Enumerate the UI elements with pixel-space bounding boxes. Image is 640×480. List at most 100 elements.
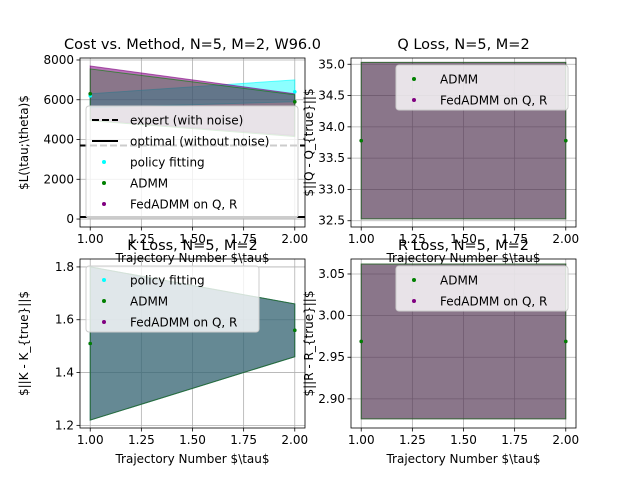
x-tick-label: 1.25 bbox=[399, 433, 426, 447]
subplot-4: 1.00 1.25 1.50 1.75 2.00 2.90 2.95 3.00 3.05 Traj… bbox=[302, 238, 579, 466]
legend-label: ADMM bbox=[130, 177, 168, 191]
legend-marker bbox=[412, 278, 416, 282]
point-admm bbox=[359, 138, 364, 143]
x-tick-label: 1.50 bbox=[450, 232, 477, 246]
y-tick-label: 33.0 bbox=[318, 182, 345, 196]
x-tick-label: 2.00 bbox=[552, 232, 579, 246]
y-axis-label: $||R - R_{true}||$ bbox=[302, 291, 316, 397]
y-tick-label: 6000 bbox=[43, 93, 74, 107]
legend-label: optimal (without noise) bbox=[130, 135, 269, 149]
point-admm bbox=[88, 91, 93, 96]
legend-item: FedADMM on Q, R bbox=[102, 316, 237, 330]
y-tick-label: 8000 bbox=[43, 53, 74, 67]
y-tick-label: 3.05 bbox=[318, 267, 345, 281]
legend: expert (with noise) optimal (without nois… bbox=[85, 105, 299, 219]
legend-label: policy fitting bbox=[130, 156, 205, 170]
legend-label: FedADMM on Q, R bbox=[440, 94, 547, 108]
y-axis-label: $||Q - Q_{true}||$ bbox=[302, 88, 316, 196]
legend-item: ADMM bbox=[412, 73, 478, 87]
legend-label: FedADMM on Q, R bbox=[130, 316, 237, 330]
x-axis-label: Trajectory Number $\tau$ bbox=[385, 452, 540, 466]
x-tick-label: 1.75 bbox=[230, 232, 257, 246]
y-tick-label: 1.4 bbox=[55, 366, 74, 380]
legend-label: policy fitting bbox=[130, 274, 205, 288]
point-admm bbox=[292, 328, 297, 333]
y-tick-label: 34.5 bbox=[318, 89, 345, 103]
x-tick-label: 1.25 bbox=[399, 232, 426, 246]
y-tick-label: 34.0 bbox=[318, 120, 345, 134]
y-tick-label: 2.95 bbox=[318, 350, 345, 364]
legend-box bbox=[395, 64, 569, 111]
legend-item: optimal (without noise) bbox=[92, 135, 269, 149]
y-tick-label: 35.0 bbox=[318, 57, 345, 71]
chart-title: R Loss, N=5, M=2 bbox=[398, 238, 529, 254]
legend-label: FedADMM on Q, R bbox=[440, 295, 547, 309]
legend-marker bbox=[102, 181, 106, 185]
chart-title: Cost vs. Method, N=5, M=2, W96.0 bbox=[64, 37, 321, 53]
point-policy-fitting bbox=[292, 90, 297, 94]
y-tick-label: 2.90 bbox=[318, 392, 345, 406]
x-tick-label: 1.25 bbox=[128, 232, 155, 246]
x-tick-label: 1.75 bbox=[501, 433, 528, 447]
y-tick-label: 4000 bbox=[43, 133, 74, 147]
legend: ADMM FedADMM on Q, R bbox=[395, 265, 569, 312]
chart-title: Q Loss, N=5, M=2 bbox=[397, 37, 529, 53]
chart-title: K Loss, N=5, M=2 bbox=[127, 238, 257, 254]
legend-item: ADMM bbox=[102, 177, 168, 191]
y-axis-label: $||K - K_{true}||$ bbox=[17, 291, 31, 396]
legend-item: FedADMM on Q, R bbox=[412, 295, 547, 309]
legend-box bbox=[85, 105, 299, 219]
legend-item: FedADMM on Q, R bbox=[412, 94, 547, 108]
x-tick-label: 1.00 bbox=[77, 433, 104, 447]
y-tick-label: 1.8 bbox=[55, 260, 74, 274]
legend-marker bbox=[102, 299, 106, 303]
x-tick-label: 1.00 bbox=[348, 433, 375, 447]
legend-item: ADMM bbox=[102, 295, 168, 309]
y-tick-label: 0 bbox=[66, 212, 74, 226]
x-tick-label: 1.75 bbox=[501, 232, 528, 246]
y-axis-label: $L(\tau;\theta)$ bbox=[17, 95, 31, 190]
legend-item: ADMM bbox=[412, 274, 478, 288]
point-admm bbox=[88, 341, 93, 346]
legend-item: FedADMM on Q, R bbox=[102, 198, 237, 212]
x-tick-label: 2.00 bbox=[281, 232, 308, 246]
x-axis-label: Trajectory Number $\tau$ bbox=[114, 251, 269, 265]
legend-item: policy fitting bbox=[102, 156, 205, 170]
legend-label: ADMM bbox=[440, 274, 478, 288]
legend-marker bbox=[102, 160, 106, 164]
legend-item: policy fitting bbox=[102, 274, 205, 288]
x-tick-label: 1.75 bbox=[230, 433, 257, 447]
legend-item: expert (with noise) bbox=[92, 114, 243, 128]
y-tick-label: 33.5 bbox=[318, 151, 345, 165]
y-tick-label: 2000 bbox=[43, 172, 74, 186]
x-axis-label: Trajectory Number $\tau$ bbox=[114, 452, 269, 466]
legend-label: FedADMM on Q, R bbox=[130, 198, 237, 212]
legend-label: expert (with noise) bbox=[130, 114, 243, 128]
y-tick-label: 1.2 bbox=[55, 418, 74, 432]
x-tick-label: 1.50 bbox=[179, 232, 206, 246]
legend-marker bbox=[102, 202, 106, 206]
legend-marker bbox=[412, 299, 416, 303]
point-admm bbox=[563, 339, 568, 344]
subplot-1: 1.00 1.25 1.50 1.75 2.00 0 2000 4000 6000 8000 Tra… bbox=[17, 37, 321, 265]
subplot-3: 1.00 1.25 1.50 1.75 2.00 1.2 1.4 1.6 1.8 Trajecto… bbox=[17, 238, 308, 466]
legend-marker bbox=[412, 77, 416, 81]
x-tick-label: 1.25 bbox=[128, 433, 155, 447]
point-admm bbox=[563, 138, 568, 143]
y-tick-label: 32.5 bbox=[318, 214, 345, 228]
x-tick-label: 1.50 bbox=[179, 433, 206, 447]
subplot-2: 1.00 1.25 1.50 1.75 2.00 32.5 33.0 33.5 34.0 34.5… bbox=[302, 37, 579, 265]
legend-marker bbox=[102, 320, 106, 324]
legend-box bbox=[85, 265, 260, 333]
legend-marker bbox=[102, 278, 106, 282]
legend-box bbox=[395, 265, 569, 312]
legend-marker bbox=[412, 98, 416, 102]
x-axis-label: Trajectory Number $\tau$ bbox=[385, 251, 540, 265]
x-tick-label: 1.00 bbox=[77, 232, 104, 246]
x-tick-label: 2.00 bbox=[281, 433, 308, 447]
x-tick-label: 2.00 bbox=[552, 433, 579, 447]
x-tick-label: 1.00 bbox=[348, 232, 375, 246]
y-tick-label: 1.6 bbox=[55, 313, 74, 327]
point-admm bbox=[359, 339, 364, 344]
